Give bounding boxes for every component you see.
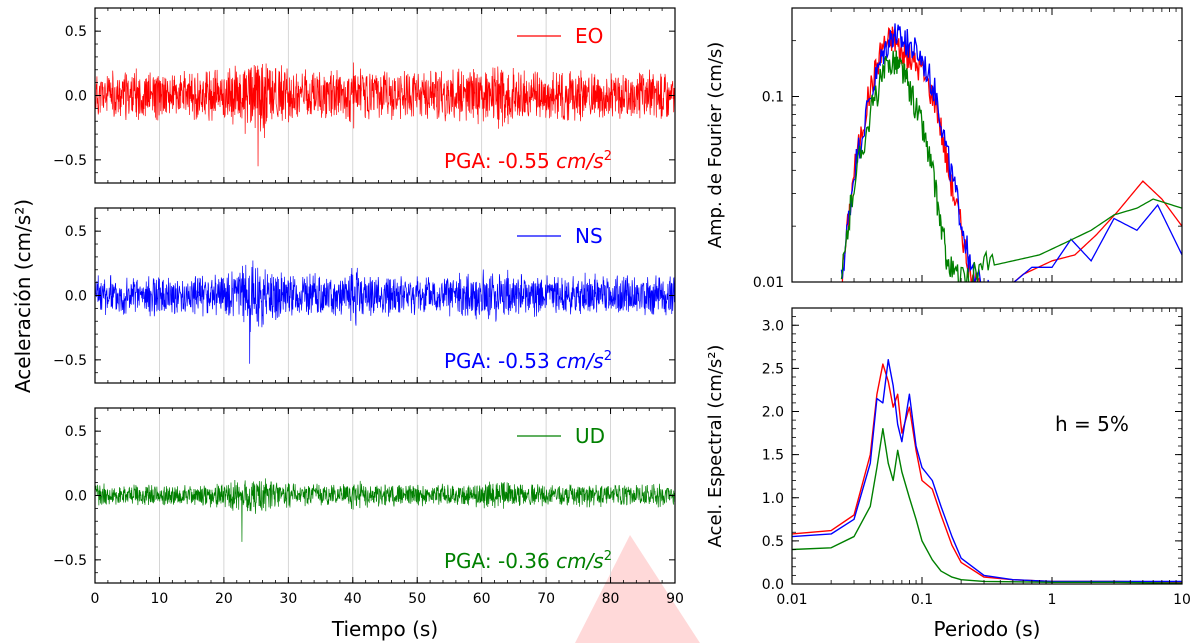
spectral-y-tick-label: 2.0 bbox=[762, 405, 784, 421]
fourier-series-1 bbox=[840, 23, 1182, 282]
pga-annotation: PGA: -0.36 cm/s2 bbox=[444, 549, 612, 573]
acceleration-series-ns bbox=[94, 260, 676, 364]
x-tick-label: 0 bbox=[91, 591, 100, 607]
spectral-y-axis-label: Acel. Espectral (cm/s²) bbox=[705, 345, 726, 548]
legend-label: NS bbox=[575, 224, 603, 248]
pga-annotation: PGA: -0.53 cm/s2 bbox=[444, 349, 612, 373]
fourier-y-axis-label: Amp. de Fourier (cm/s) bbox=[705, 42, 726, 249]
pga-annotation-unit: cm/s bbox=[556, 549, 604, 573]
pga-annotation: PGA: -0.55 cm/s2 bbox=[444, 149, 612, 173]
fourier-y-tick-label: 0.1 bbox=[762, 90, 784, 106]
pga-annotation-exp: 2 bbox=[604, 349, 612, 364]
time-x-axis-label: Tiempo (s) bbox=[331, 617, 438, 641]
x-tick-label: 50 bbox=[408, 591, 426, 607]
spectral-y-tick-label: 1.0 bbox=[762, 491, 784, 507]
watermark-triangle bbox=[575, 535, 700, 643]
spectral-x-tick-label: 0.1 bbox=[911, 592, 933, 608]
x-tick-label: 60 bbox=[473, 591, 491, 607]
spectral-series-2 bbox=[791, 428, 1183, 584]
y-tick-label: −0.5 bbox=[53, 153, 87, 169]
time-y-axis-label-text: Aceleración (cm/s²) bbox=[11, 199, 35, 393]
x-tick-label: 70 bbox=[537, 591, 555, 607]
spectral-y-tick-label: 0.5 bbox=[762, 534, 784, 550]
y-tick-label: 0.0 bbox=[65, 289, 87, 305]
fourier-axes-frame bbox=[791, 7, 1183, 283]
pga-annotation-value: PGA: -0.36 bbox=[444, 549, 556, 573]
pga-annotation-unit: cm/s bbox=[556, 349, 604, 373]
spectral-y-tick-label: 3.0 bbox=[762, 318, 784, 334]
acceleration-series-eo bbox=[94, 62, 676, 167]
y-tick-label: 0.5 bbox=[65, 24, 87, 40]
spectral-y-tick-label: 0.0 bbox=[762, 577, 784, 593]
x-tick-label: 20 bbox=[215, 591, 233, 607]
spectral-x-tick-label: 10 bbox=[1173, 592, 1191, 608]
damping-annotation: h = 5% bbox=[1055, 412, 1129, 436]
time-y-axis-label: Aceleración (cm/s²) bbox=[11, 199, 35, 393]
x-tick-label: 30 bbox=[279, 591, 297, 607]
x-tick-label: 40 bbox=[344, 591, 362, 607]
acceleration-series-ud bbox=[94, 478, 676, 542]
spectral-x-tick-label: 1 bbox=[1048, 592, 1057, 608]
y-tick-label: 0.5 bbox=[65, 224, 87, 240]
time-panel-eo: −0.5 0.0 0.5 EO PGA: -0.55 cm/s2 bbox=[53, 7, 676, 184]
y-tick-label: 0.0 bbox=[65, 489, 87, 505]
pga-annotation-value: PGA: -0.55 bbox=[444, 149, 556, 173]
spectral-x-tick-label: 0.01 bbox=[776, 592, 807, 608]
x-tick-label: 10 bbox=[151, 591, 169, 607]
spectral-x-axis-label: Periodo (s) bbox=[934, 617, 1041, 641]
spectral-y-tick-label: 1.5 bbox=[762, 448, 784, 464]
x-tick-label: 80 bbox=[602, 591, 620, 607]
fourier-panel: 0.01 0.1 bbox=[753, 7, 1183, 291]
y-tick-label: −0.5 bbox=[53, 353, 87, 369]
pga-annotation-exp: 2 bbox=[604, 149, 612, 164]
legend-label: UD bbox=[575, 424, 605, 448]
y-tick-label: 0.5 bbox=[65, 424, 87, 440]
time-panel-ud: −0.5 0.0 0.5 0 10 20 30 40 50 60 70 80 90 UD PGA: -0.3… bbox=[53, 407, 684, 607]
y-tick-label: 0.0 bbox=[65, 89, 87, 105]
pga-annotation-value: PGA: -0.53 bbox=[444, 349, 556, 373]
fourier-y-tick-label: 0.01 bbox=[753, 275, 784, 291]
pga-annotation-exp: 2 bbox=[604, 549, 612, 564]
pga-annotation-unit: cm/s bbox=[556, 149, 604, 173]
x-tick-label: 90 bbox=[666, 591, 684, 607]
y-tick-label: −0.5 bbox=[53, 553, 87, 569]
fourier-series-2 bbox=[840, 50, 1182, 282]
spectral-panel: 0.0 0.5 1.0 1.5 2.0 2.5 3.0 0.01 0.1 1 10 bbox=[762, 307, 1191, 608]
spectral-series-1 bbox=[791, 359, 1182, 583]
watermark-shape bbox=[575, 535, 700, 643]
legend-label: EO bbox=[575, 24, 603, 48]
spectral-y-tick-label: 2.5 bbox=[762, 361, 784, 377]
time-panel-ns: −0.5 0.0 0.5 NS PGA: -0.53 cm/s2 bbox=[53, 207, 676, 384]
